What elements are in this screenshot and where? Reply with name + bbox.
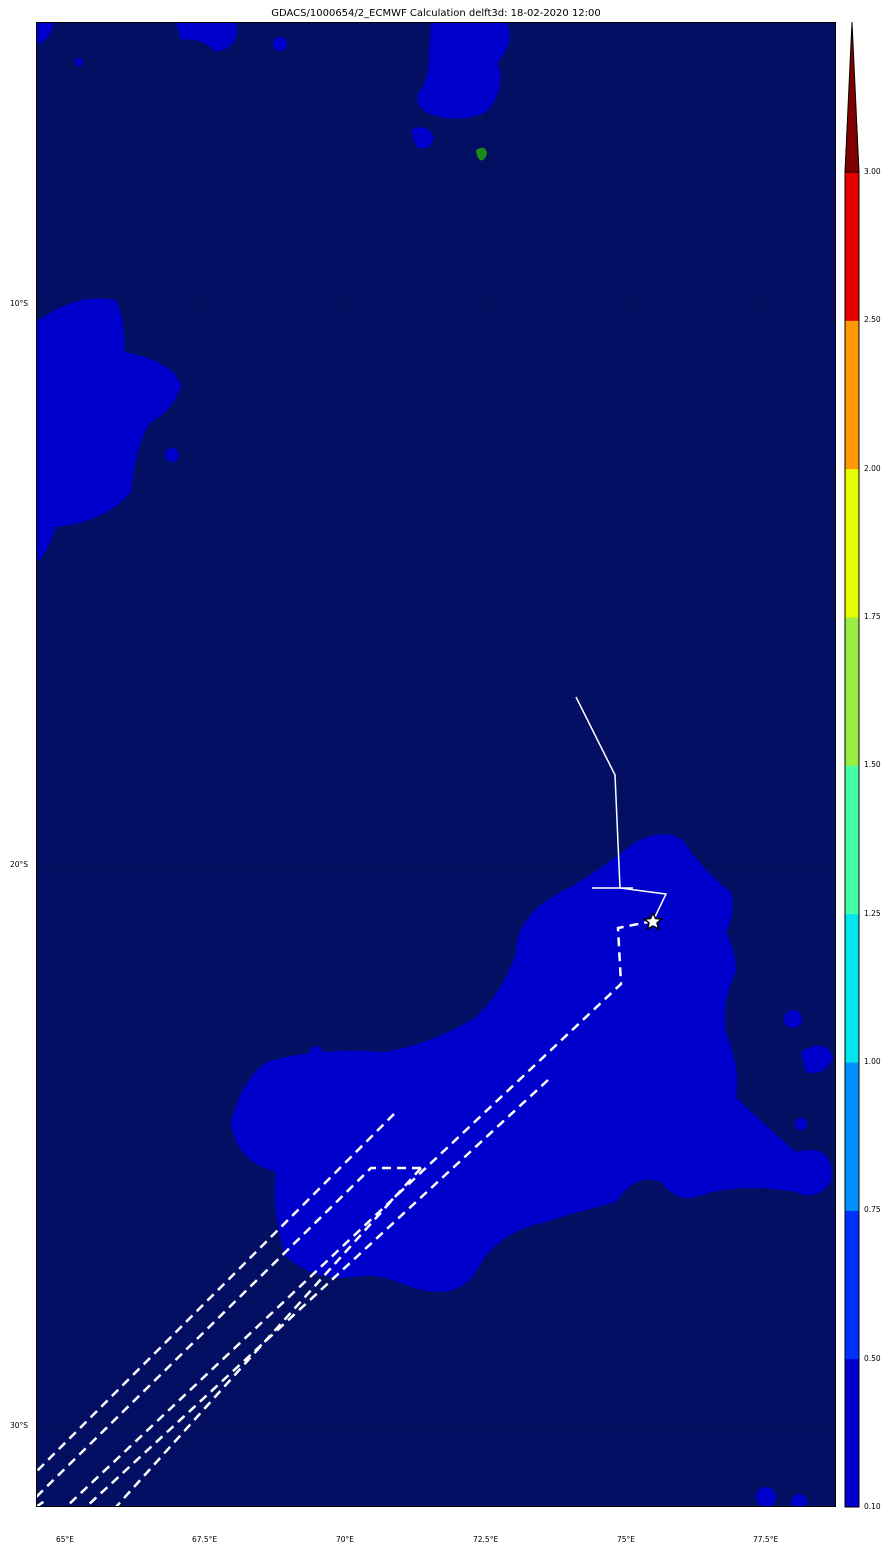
colorbar-segment: [845, 913, 859, 1063]
colorbar-segment: [845, 765, 859, 915]
map-frame: [36, 22, 836, 1507]
colorbar-tick: 1.00: [864, 1057, 881, 1066]
colorbar-tick: 3.00: [864, 167, 881, 176]
map-title: GDACS/1000654/2_ECMWF Calculation delft3…: [271, 8, 601, 19]
green-contour: [476, 147, 487, 161]
forecast-track-4: [36, 1166, 421, 1499]
forecast-track-2: [36, 1113, 395, 1473]
colorbar-tick: 2.00: [864, 463, 881, 473]
colorbar-tick: 1.50: [864, 760, 881, 770]
colorbar-tick: 1.75: [864, 612, 881, 621]
lat-tick: 20°S: [10, 860, 29, 869]
colorbar-tick: 0.50: [864, 1353, 881, 1363]
map-canvas[interactable]: [36, 22, 836, 1507]
colorbar: [844, 21, 860, 1508]
forecast-track-5: [115, 1167, 422, 1507]
colorbar-extend-triangle: [844, 21, 860, 173]
lon-tick: 65°E: [56, 1535, 75, 1544]
lat-tick: 30°S: [10, 1421, 29, 1430]
wave-height-contours: [36, 22, 833, 1507]
colorbar-segment: [845, 320, 859, 470]
colorbar-segment: [845, 617, 859, 766]
colorbar-tick: 0.10: [864, 1502, 881, 1511]
lon-tick: 77.5°E: [753, 1535, 779, 1544]
colorbar-segment: [845, 468, 859, 618]
colorbar-tick: 2.50: [864, 315, 881, 325]
lon-tick: 70°E: [336, 1535, 355, 1544]
star-icon[interactable]: [642, 911, 664, 931]
colorbar-tick: 1.25: [864, 908, 881, 918]
storm-tracks: [36, 696, 668, 1507]
lon-tick: 75°E: [617, 1535, 636, 1544]
lon-tick: 67.5°E: [192, 1535, 218, 1544]
colorbar-segment: [845, 1210, 859, 1360]
colorbar-tick: 0.75: [864, 1205, 881, 1215]
lon-tick: 72.5°E: [473, 1535, 499, 1544]
forecast-track-6: [36, 1498, 47, 1507]
colorbar-segment: [845, 172, 859, 321]
lat-tick: 10°S: [10, 299, 29, 308]
colorbar-segment: [845, 1358, 859, 1508]
graticule: [36, 22, 836, 1507]
forecast-track-1: [65, 919, 654, 1507]
colorbar-segment: [845, 1062, 859, 1211]
